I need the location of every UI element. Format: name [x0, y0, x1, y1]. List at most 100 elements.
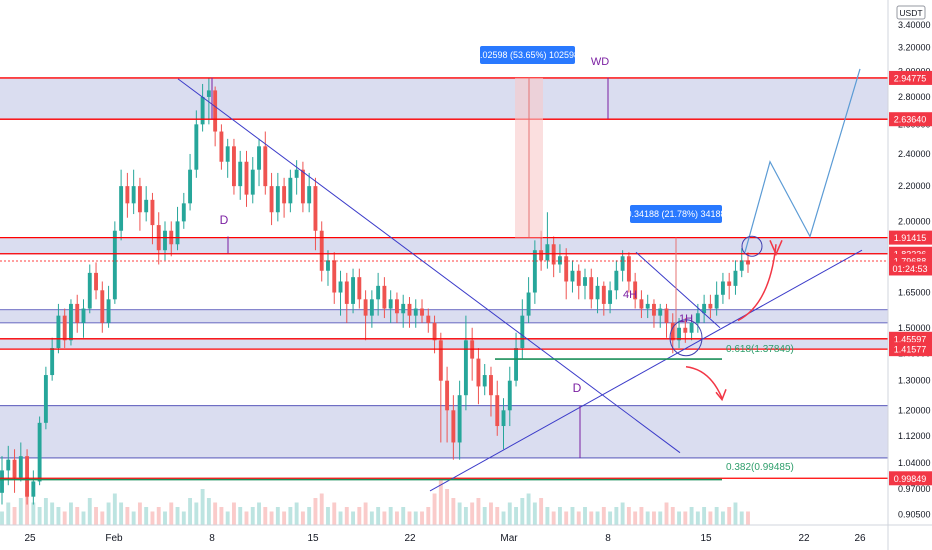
candle-body-95 — [595, 285, 600, 300]
candle-body-93 — [583, 277, 587, 286]
candle-body-79 — [495, 395, 500, 427]
currency-label: USDT — [899, 8, 922, 18]
candle-body-12 — [75, 303, 80, 323]
candle-body-60 — [376, 285, 381, 300]
candle-body-53 — [332, 260, 337, 293]
volume-bar-2 — [12, 507, 17, 525]
candle-body-103 — [645, 303, 650, 309]
volume-bar-33 — [206, 498, 211, 525]
zone-4 — [0, 405, 888, 458]
x-tick-8: 22 — [798, 533, 810, 544]
measure-small-badge — [630, 205, 722, 223]
candle-body-68 — [426, 315, 431, 323]
volume-bar-86 — [539, 498, 544, 525]
volume-bar-84 — [526, 493, 531, 525]
label-d2: D — [573, 381, 582, 395]
volume-bar-62 — [388, 507, 393, 525]
volume-bar-81 — [507, 502, 512, 525]
candle-body-5 — [31, 481, 36, 497]
volume-bar-109 — [683, 511, 688, 525]
volume-bar-75 — [470, 502, 475, 525]
volume-bar-19 — [119, 502, 124, 525]
candle-body-115 — [720, 281, 725, 295]
candle-body-19 — [119, 186, 124, 231]
candle-body-55 — [344, 281, 349, 304]
candle-body-66 — [413, 308, 418, 316]
volume-bar-108 — [677, 511, 681, 525]
volume-bar-91 — [570, 507, 575, 525]
volume-bar-107 — [670, 507, 675, 525]
volume-bar-68 — [426, 507, 431, 525]
candle-body-18 — [112, 230, 117, 300]
price-badge-bg-0 — [889, 70, 932, 85]
time-axis[interactable]: 25 Feb 8 15 22 Mar 8 15 22 26 — [0, 524, 932, 544]
candle-body-42 — [263, 146, 268, 187]
currency-box — [896, 5, 926, 20]
volume-bar-29 — [181, 511, 186, 525]
candle-body-65 — [407, 303, 412, 316]
volume-bar-59 — [369, 511, 374, 525]
volume-bar-95 — [595, 511, 600, 525]
y-tick-14: 2.80000 — [898, 92, 931, 102]
candle-body-99 — [620, 256, 625, 271]
candle-body-78 — [489, 375, 493, 396]
volume-bar-53 — [332, 502, 337, 525]
volume-bar-97 — [608, 511, 613, 525]
candle-body-90 — [564, 256, 569, 282]
price-badge-7: 1.41577 — [894, 345, 927, 355]
price-badge-8: 0.99849 — [894, 474, 927, 484]
candle-body-81 — [507, 380, 512, 411]
candle-body-64 — [401, 303, 406, 314]
volume-bar-6 — [37, 507, 42, 525]
y-tick-0: 0.90500 — [898, 510, 931, 520]
x-tick-3: 15 — [307, 533, 319, 544]
candle-body-98 — [614, 270, 619, 291]
candle-body-114 — [714, 294, 719, 309]
volume-bar-82 — [514, 507, 518, 525]
candle-body-33 — [206, 90, 211, 97]
volume-bar-56 — [351, 511, 356, 525]
candle-body-62 — [388, 299, 393, 309]
volume-bar-119 — [746, 511, 750, 525]
volume-bar-78 — [489, 502, 493, 525]
candle-body-51 — [319, 230, 324, 271]
volume-bar-9 — [56, 507, 61, 525]
volume-bar-111 — [695, 511, 700, 525]
candle-body-69 — [432, 322, 437, 341]
red-arrow-up-head — [769, 240, 783, 257]
volume-bar-66 — [413, 511, 418, 525]
candle-body-104 — [652, 303, 656, 316]
volume-bar-43 — [269, 511, 274, 525]
volume-bar-89 — [557, 507, 562, 525]
volume-bar-105 — [658, 511, 663, 525]
local-trendline — [635, 251, 721, 329]
candle-body-70 — [438, 340, 443, 381]
candle-body-59 — [369, 299, 374, 316]
y-tick-3: 1.12000 — [898, 431, 931, 441]
price-badge-bg-5 — [889, 261, 932, 276]
x-tick-1: Feb — [105, 533, 123, 544]
candle-body-24 — [150, 199, 155, 226]
volume-bar-38 — [238, 507, 243, 525]
volume-bar-117 — [733, 502, 738, 525]
candle-body-50 — [313, 186, 318, 231]
candle-body-58 — [363, 299, 368, 316]
volume-bar-37 — [232, 502, 236, 525]
volume-bar-77 — [482, 507, 487, 525]
candle-body-105 — [658, 308, 663, 316]
measure-big-label: 1.02598 (53.65%) 102598 — [475, 50, 579, 60]
volume-bar-0 — [0, 511, 4, 525]
volume-bar-54 — [338, 511, 343, 525]
x-tick-0: 25 — [24, 533, 36, 544]
volume-bar-57 — [357, 507, 362, 525]
x-tick-2: 8 — [209, 533, 215, 544]
volume-bar-50 — [313, 498, 318, 525]
volume-bar-27 — [169, 502, 174, 525]
candle-body-118 — [739, 260, 744, 271]
candle-body-86 — [539, 250, 544, 261]
x-tick-7: 15 — [700, 533, 712, 544]
volume-bar-63 — [394, 511, 399, 525]
candle-body-73 — [457, 395, 462, 443]
candle-body-11 — [69, 303, 73, 341]
